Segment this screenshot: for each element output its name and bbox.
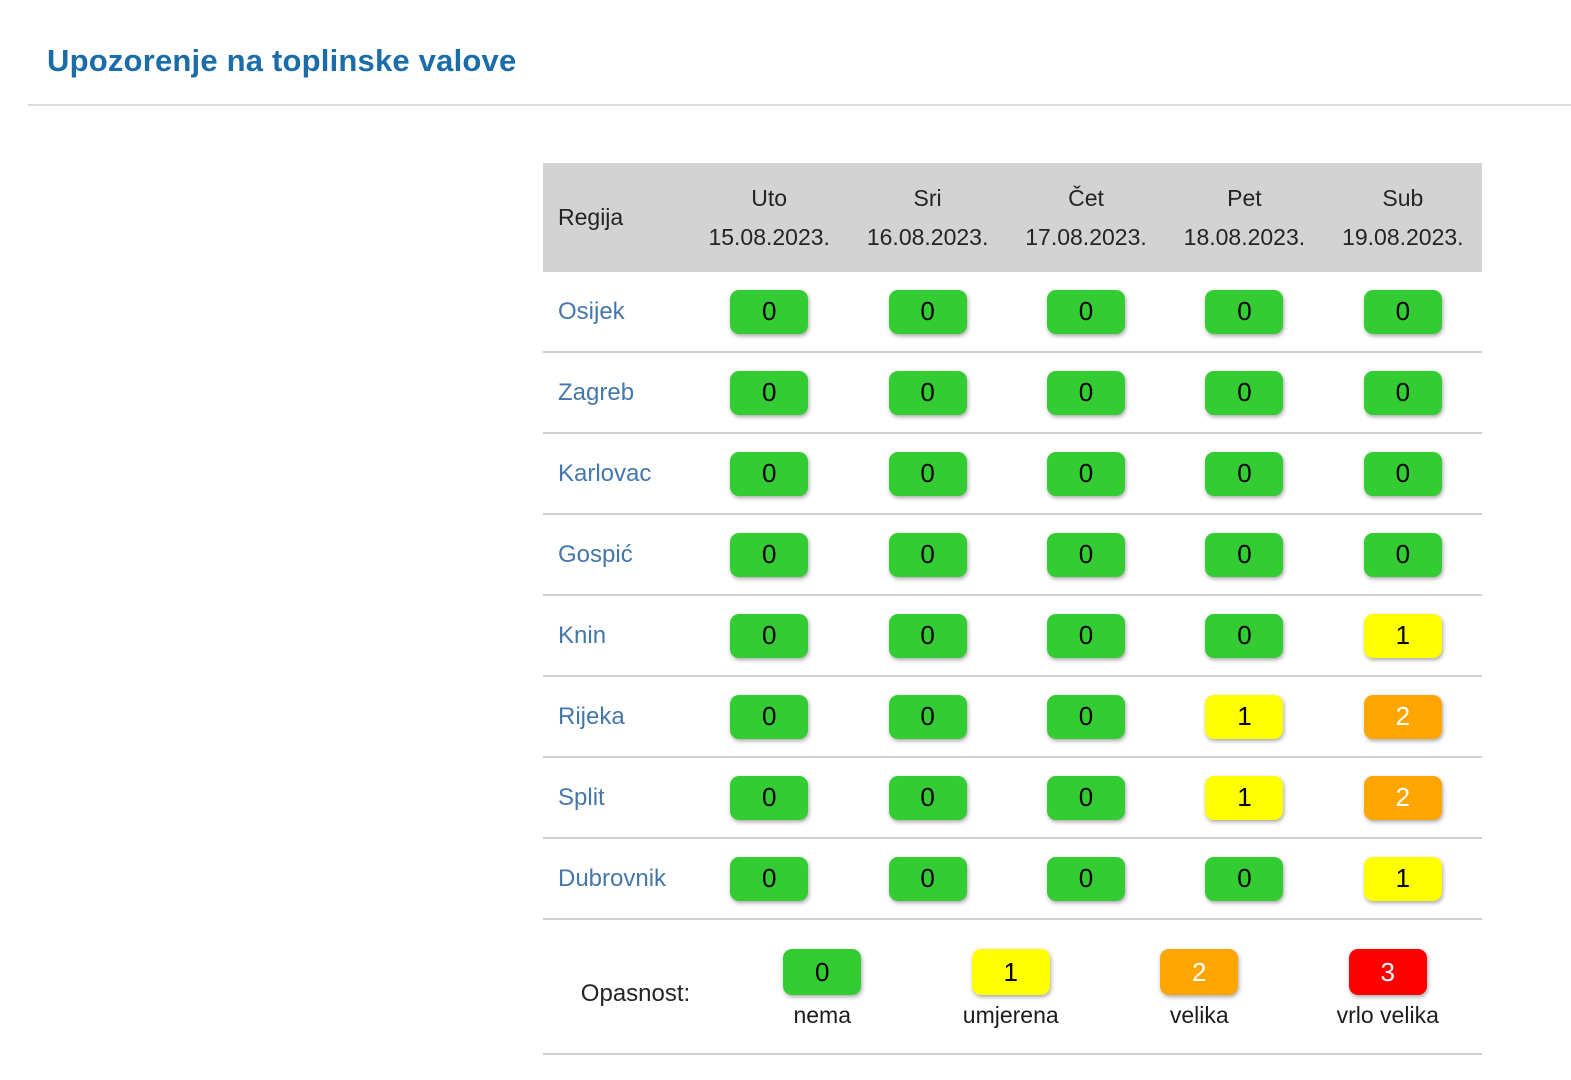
warning-badge: 0 <box>1047 370 1126 415</box>
table-header-row: Regija Uto 15.08.2023. Sri 16.08.2023. Č… <box>543 163 1482 272</box>
table-row-knin: Knin 0 0 0 0 1 <box>543 596 1482 677</box>
warning-badge: 0 <box>730 856 809 901</box>
legend-item-nema: 0 nema <box>728 920 917 1053</box>
region-link-rijeka[interactable]: Rijeka <box>558 702 625 730</box>
warning-badge: 0 <box>730 532 809 577</box>
warning-badge: 0 <box>1047 856 1126 901</box>
warning-badge: 0 <box>730 370 809 415</box>
table-row-rijeka: Rijeka 0 0 0 1 2 <box>543 677 1482 758</box>
column-header-day: Čet 17.08.2023. <box>1007 163 1165 272</box>
warning-badge: 0 <box>888 775 967 820</box>
warning-badge: 0 <box>1363 370 1442 415</box>
warning-badge: 0 <box>1047 532 1126 577</box>
region-link-knin[interactable]: Knin <box>558 621 607 649</box>
legend-item-velika: 2 velika <box>1105 920 1294 1053</box>
warning-badge: 2 <box>1363 775 1442 820</box>
warning-badge: 0 <box>1205 289 1284 334</box>
day-date: 16.08.2023. <box>866 223 989 250</box>
legend-badge: 0 <box>783 949 862 995</box>
warning-badge: 0 <box>1047 289 1126 334</box>
warning-badge: 2 <box>1363 694 1442 739</box>
warning-badge: 1 <box>1205 694 1284 739</box>
legend-title: Opasnost: <box>580 979 691 1007</box>
day-date: 19.08.2023. <box>1342 223 1464 250</box>
warning-badge: 0 <box>888 370 967 415</box>
region-link-gospic[interactable]: Gospić <box>558 540 633 568</box>
day-name: Uto <box>751 184 788 211</box>
legend-item-label: vrlo velika <box>1336 1002 1439 1028</box>
warning-badge: 0 <box>888 613 967 658</box>
column-header-day: Sub 19.08.2023. <box>1324 163 1482 272</box>
legend-item-label: nema <box>793 1002 852 1028</box>
table-row-osijek: Osijek 0 0 0 0 0 <box>543 272 1482 353</box>
column-header-day: Sri 16.08.2023. <box>848 163 1006 272</box>
warning-badge: 0 <box>888 451 967 496</box>
table-row-split: Split 0 0 0 1 2 <box>543 758 1482 839</box>
warning-badge: 1 <box>1205 775 1284 820</box>
region-link-karlovac[interactable]: Karlovac <box>558 459 652 487</box>
severity-legend: Opasnost: 0 nema 1 umjerena 2 velika 3 v… <box>543 920 1482 1055</box>
warning-badge: 0 <box>1205 856 1284 901</box>
warning-badge: 1 <box>1363 856 1442 901</box>
region-link-split[interactable]: Split <box>558 783 605 811</box>
table-row-dubrovnik: Dubrovnik 0 0 0 0 1 <box>543 839 1482 920</box>
warning-badge: 0 <box>730 451 809 496</box>
warning-badge: 0 <box>1205 370 1284 415</box>
day-name: Sub <box>1382 184 1424 211</box>
warning-badge: 0 <box>888 289 967 334</box>
warning-badge: 0 <box>1205 532 1284 577</box>
warning-badge: 0 <box>888 694 967 739</box>
table-row-karlovac: Karlovac 0 0 0 0 0 <box>543 434 1482 515</box>
day-date: 18.08.2023. <box>1183 223 1306 250</box>
legend-badge: 3 <box>1348 949 1427 995</box>
warning-badge: 0 <box>1363 532 1442 577</box>
day-date: 15.08.2023. <box>708 223 830 250</box>
warning-badge: 0 <box>1047 694 1126 739</box>
warning-badge: 0 <box>1205 451 1284 496</box>
warning-badge: 0 <box>888 532 967 577</box>
warning-badge: 0 <box>1047 613 1126 658</box>
warning-badge: 0 <box>888 856 967 901</box>
warning-badge: 0 <box>1363 289 1442 334</box>
warning-badge: 0 <box>730 775 809 820</box>
title-divider <box>28 104 1571 106</box>
warning-badge: 0 <box>1205 613 1284 658</box>
day-date: 17.08.2023. <box>1025 223 1147 250</box>
warning-badge: 1 <box>1363 613 1442 658</box>
column-header-day: Uto 15.08.2023. <box>690 163 848 272</box>
legend-item-label: velika <box>1169 1002 1229 1028</box>
warning-badge: 0 <box>730 289 809 334</box>
warning-badge: 0 <box>730 694 809 739</box>
day-name: Pet <box>1227 184 1262 211</box>
legend-badge: 1 <box>971 949 1050 995</box>
warning-badge: 0 <box>1047 451 1126 496</box>
warning-badge: 0 <box>1047 775 1126 820</box>
legend-item-vrlo-velika: 3 vrlo velika <box>1294 920 1483 1053</box>
day-name: Sri <box>913 184 942 211</box>
warning-badge: 0 <box>730 613 809 658</box>
column-header-day: Pet 18.08.2023. <box>1165 163 1323 272</box>
legend-badge: 2 <box>1160 949 1239 995</box>
legend-item-label: umjerena <box>962 1002 1059 1028</box>
region-link-dubrovnik[interactable]: Dubrovnik <box>558 864 667 892</box>
table-row-gospic: Gospić 0 0 0 0 0 <box>543 515 1482 596</box>
legend-item-umjerena: 1 umjerena <box>917 920 1106 1053</box>
heat-wave-warning-table: Regija Uto 15.08.2023. Sri 16.08.2023. Č… <box>543 163 1482 1055</box>
page-title: Upozorenje na toplinske valove <box>47 42 517 78</box>
region-link-osijek[interactable]: Osijek <box>558 297 625 325</box>
warning-badge: 0 <box>1363 451 1442 496</box>
column-header-region: Regija <box>558 204 624 230</box>
region-link-zagreb[interactable]: Zagreb <box>558 378 635 406</box>
day-name: Čet <box>1068 184 1104 211</box>
table-row-zagreb: Zagreb 0 0 0 0 0 <box>543 353 1482 434</box>
